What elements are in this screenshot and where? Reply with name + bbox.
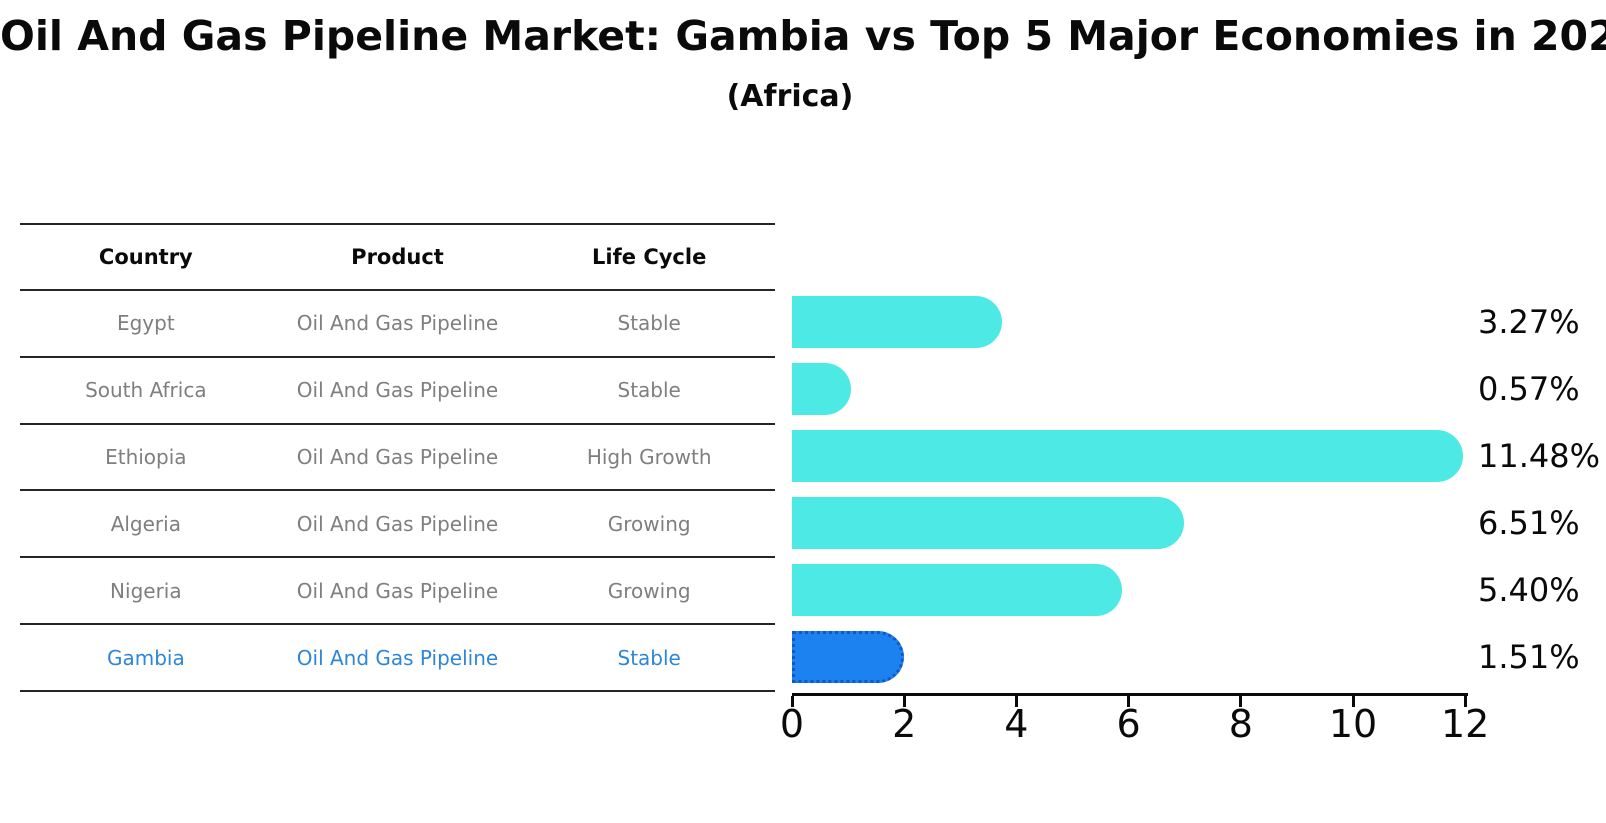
column-header-life-cycle: Life Cycle [592, 245, 707, 269]
bar-gambia [792, 630, 904, 683]
value-label-algeria: 6.51% [1478, 503, 1580, 542]
x-axis-tick [1014, 696, 1018, 707]
value-label-egypt: 3.27% [1478, 303, 1580, 342]
x-axis-tick-label: 6 [1116, 702, 1141, 746]
x-axis-line [792, 693, 1468, 696]
bar-south-africa [792, 363, 851, 416]
cell-product: Oil And Gas Pipeline [296, 578, 499, 603]
table-header-row: Country Product Life Cycle [20, 223, 775, 289]
chart-title: Oil And Gas Pipeline Market: Gambia vs T… [0, 12, 1606, 60]
cell-life-cycle: Stable [617, 378, 681, 403]
cell-country: Nigeria [110, 578, 182, 603]
table-body: Egypt Oil And Gas Pipeline Stable South Afr… [20, 289, 775, 690]
value-label-south-africa: 0.57% [1478, 370, 1580, 409]
x-axis-tick [1351, 696, 1355, 707]
bar-egypt [792, 296, 1003, 349]
x-axis-tick [790, 696, 794, 707]
x-axis-tick-label: 4 [1004, 702, 1029, 746]
table-row: Egypt Oil And Gas Pipeline Stable [20, 289, 775, 356]
x-axis-tick [902, 696, 906, 707]
cell-country: Algeria [110, 511, 181, 536]
cell-life-cycle: Growing [607, 578, 691, 603]
cell-product: Oil And Gas Pipeline [296, 511, 499, 536]
x-axis-tick [1127, 696, 1131, 707]
cell-life-cycle: High Growth [586, 445, 712, 470]
cell-life-cycle: Stable [617, 645, 681, 670]
table-row: South Africa Oil And Gas Pipeline Stable [20, 355, 775, 423]
cell-country: Egypt [116, 311, 175, 336]
chart-subtitle: (Africa) [726, 79, 854, 114]
value-label-ethiopia: 11.48% [1478, 437, 1601, 476]
table-row: Ethiopia Oil And Gas Pipeline High Growth [20, 422, 775, 490]
cell-life-cycle: Growing [607, 511, 691, 536]
x-axis-tick-label: 12 [1441, 702, 1490, 746]
cell-product: Oil And Gas Pipeline [296, 311, 499, 336]
x-axis-tick-label: 0 [779, 702, 805, 746]
x-axis-tick [1239, 696, 1243, 707]
bar-ethiopia [792, 430, 1464, 483]
x-axis-tick-label: 8 [1228, 702, 1253, 746]
x-axis-tick-label: 2 [892, 702, 917, 746]
table-row: Gambia Oil And Gas Pipeline Stable [20, 623, 775, 690]
value-label-nigeria: 5.40% [1478, 570, 1580, 609]
cell-country: Ethiopia [105, 445, 187, 470]
cell-country: Gambia [106, 645, 185, 670]
table-row: Algeria Oil And Gas Pipeline Growing [20, 489, 775, 556]
cell-country: South Africa [85, 378, 207, 403]
x-axis-tick-label: 10 [1328, 702, 1378, 746]
cell-product: Oil And Gas Pipeline [296, 378, 499, 403]
cell-product: Oil And Gas Pipeline [296, 445, 499, 470]
column-header-country: Country [98, 245, 193, 269]
column-header-product: Product [351, 245, 444, 269]
x-axis-tick [1463, 696, 1467, 707]
value-label-gambia: 1.51% [1478, 637, 1580, 676]
table-row: Nigeria Oil And Gas Pipeline Growing [20, 556, 775, 623]
country-table: Country Product Life Cycle Egypt Oil And … [20, 223, 775, 692]
bar-nigeria [792, 563, 1122, 616]
cell-product: Oil And Gas Pipeline [296, 645, 499, 670]
bar-algeria [792, 496, 1185, 549]
cell-life-cycle: Stable [617, 311, 681, 336]
